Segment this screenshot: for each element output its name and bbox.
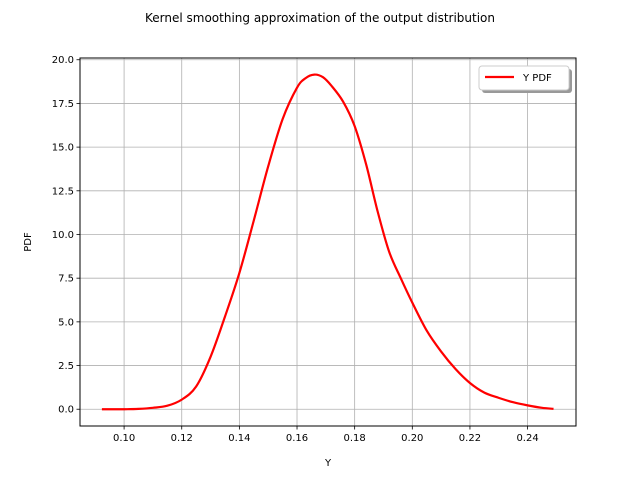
y-tick-label: 0.0 (58, 405, 74, 416)
x-tick-label: 0.10 (113, 433, 135, 444)
legend: Y PDF (478, 65, 572, 93)
x-tick-label: 0.24 (516, 433, 538, 444)
legend-box (478, 65, 570, 91)
x-axis-ticks: 0.10 0.12 0.14 0.16 0.18 0.20 0.22 0.24 (113, 426, 539, 444)
legend-label: Y PDF (522, 73, 552, 84)
y-tick-label: 12.5 (52, 186, 74, 197)
x-tick-label: 0.16 (286, 433, 308, 444)
x-tick-label: 0.12 (171, 433, 193, 444)
y-tick-label: 5.0 (58, 317, 74, 328)
plot-frame (79, 57, 577, 427)
y-tick-label: 17.5 (52, 99, 74, 110)
y-tick-label: 2.5 (58, 361, 74, 372)
x-tick-label: 0.22 (459, 433, 481, 444)
chart-title: Kernel smoothing approximation of the ou… (145, 11, 495, 25)
y-tick-label: 20.0 (52, 55, 74, 66)
plot-series (101, 73, 554, 411)
y-axis-ticks: 0.0 2.5 5.0 7.5 10.0 12.5 15.0 17.5 20.0 (52, 55, 80, 416)
x-tick-label: 0.20 (401, 433, 423, 444)
y-tick-label: 7.5 (58, 274, 74, 285)
x-axis-label: Y (324, 458, 332, 469)
y-axis-label: PDF (23, 232, 34, 252)
x-tick-label: 0.18 (344, 433, 366, 444)
series-line-y-pdf (101, 73, 554, 411)
grid (80, 58, 576, 426)
x-tick-label: 0.14 (228, 433, 250, 444)
y-tick-label: 15.0 (52, 143, 74, 154)
y-tick-label: 10.0 (52, 230, 74, 241)
